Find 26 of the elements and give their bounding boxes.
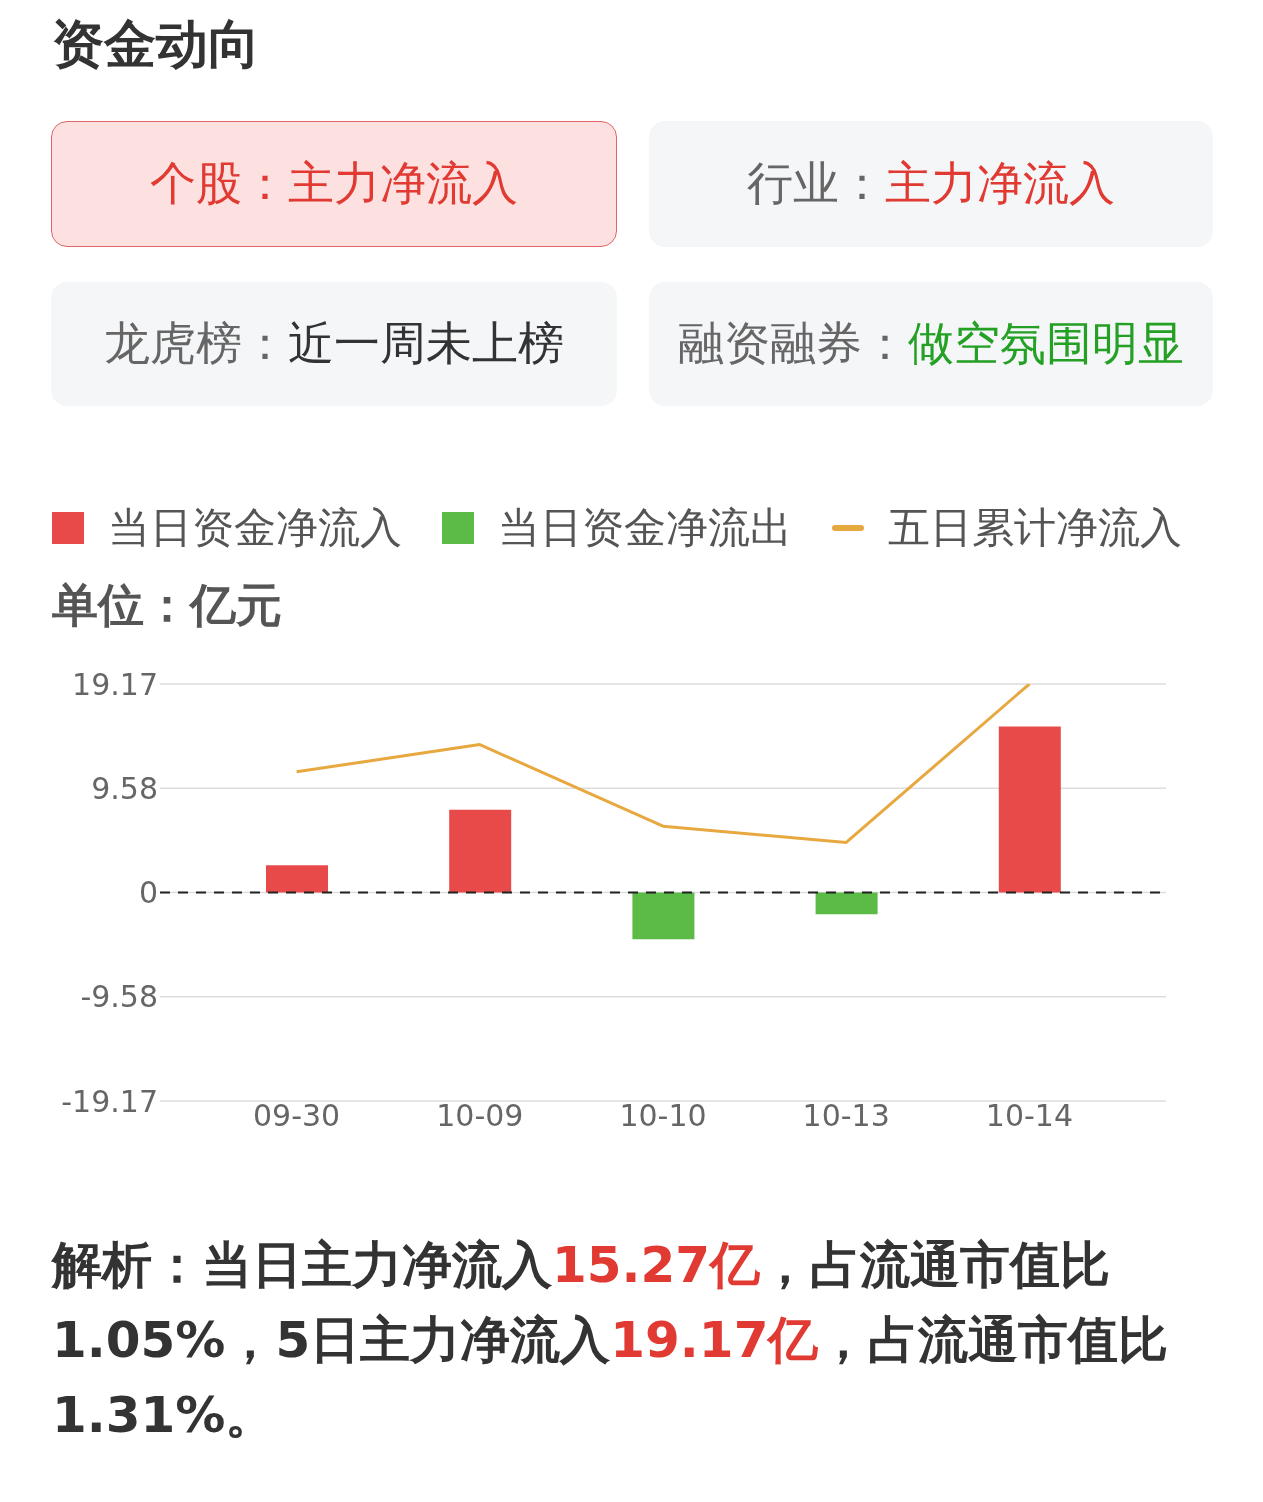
bar bbox=[815, 892, 878, 915]
y-tick-label: 9.58 bbox=[91, 770, 158, 806]
bar bbox=[998, 726, 1061, 893]
chart-title: 资金动向 bbox=[52, 13, 260, 76]
y-tick-label: -9.58 bbox=[80, 979, 158, 1015]
y-tick-label: 0 bbox=[138, 875, 158, 911]
x-tick-label: 10-09 bbox=[436, 1098, 524, 1134]
bar bbox=[266, 865, 328, 893]
text: 融资融券：做空氛围明显 bbox=[678, 316, 1184, 370]
bar bbox=[449, 809, 512, 893]
text: 龙虎榜：近一周未上榜 bbox=[104, 316, 564, 370]
x-tick-label: 10-10 bbox=[619, 1098, 707, 1134]
legend-label: 当日资金净流入 bbox=[108, 502, 402, 554]
text: 行业：主力净流入 bbox=[747, 156, 1115, 210]
y-tick-label: -19.17 bbox=[61, 1083, 158, 1119]
y-axis-title: 单位：亿元 bbox=[52, 577, 282, 634]
x-tick-label: 09-30 bbox=[253, 1098, 341, 1134]
text: 个股：主力净流入 bbox=[150, 156, 518, 210]
legend-label: 五日累计净流入 bbox=[888, 502, 1182, 554]
x-tick-label: 10-13 bbox=[802, 1098, 890, 1134]
text: 解析：当日主力净流入15.27亿，占流通市值比1.05%，5日主力净流入19.17亿，占流通市值比1.31%。 bbox=[52, 1236, 1169, 1444]
bar bbox=[632, 892, 695, 940]
line-series bbox=[295, 684, 1031, 844]
x-tick-label: 10-14 bbox=[985, 1098, 1073, 1134]
y-tick-label: 19.17 bbox=[72, 666, 158, 702]
legend-label: 当日资金净流出 bbox=[498, 502, 792, 554]
